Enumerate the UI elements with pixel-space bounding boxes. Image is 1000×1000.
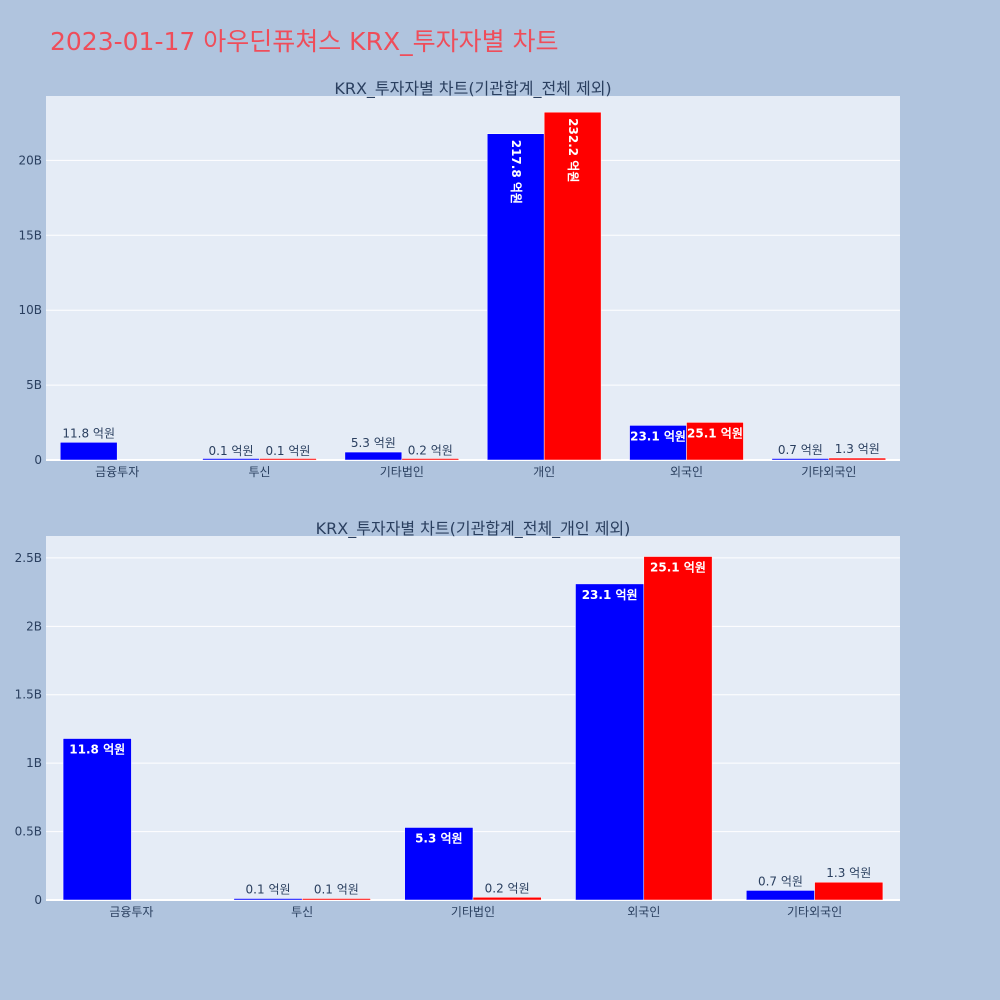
y-tick-label: 0.5B <box>15 825 42 839</box>
bar-series-b <box>259 458 317 461</box>
bar-series-a <box>404 827 474 901</box>
y-tick-label: 10B <box>18 303 42 317</box>
x-tick-label: 금융투자 <box>95 465 139 479</box>
bar-series-b <box>472 897 542 901</box>
x-tick-label: 금융투자 <box>109 905 153 919</box>
x-tick-label: 개인 <box>533 465 555 479</box>
data-label: 23.1 억원 <box>582 588 638 602</box>
bar-series-a <box>233 898 303 901</box>
y-tick-label: 0 <box>34 893 42 907</box>
data-label: 0.1 억원 <box>314 883 359 897</box>
x-tick-label: 기타외국인 <box>787 905 842 919</box>
plot-area <box>46 96 900 460</box>
y-tick-label: 20B <box>18 153 42 167</box>
y-tick-label: 2B <box>26 619 42 633</box>
data-label: 1.3 억원 <box>835 442 880 456</box>
data-label: 217.8 억원 <box>509 140 523 204</box>
bar-series-b <box>814 881 884 901</box>
page-title: 2023-01-17 아우딘퓨쳐스 KRX_투자자별 차트 <box>50 27 559 56</box>
data-label: 0.1 억원 <box>209 444 254 458</box>
data-label: 11.8 억원 <box>62 426 115 440</box>
bar-series-a <box>59 442 118 461</box>
data-label: 0.2 억원 <box>485 881 530 895</box>
x-tick-label: 기타법인 <box>451 905 495 919</box>
data-label: 5.3 억원 <box>415 831 463 845</box>
y-tick-label: 1B <box>26 756 42 770</box>
data-label: 5.3 억원 <box>351 436 396 450</box>
data-label: 232.2 억원 <box>566 118 580 182</box>
data-label: 0.7 억원 <box>778 443 823 457</box>
data-label: 23.1 억원 <box>630 429 686 443</box>
x-tick-label: 투신 <box>248 465 270 479</box>
chart-investor-excl-individual: 0 0.5B 1B 1.5B 2B 2.5B KRX_투자자별 차트(기관합계_전체_개인 … <box>15 519 900 919</box>
bar-series-a <box>202 458 260 461</box>
data-label: 25.1 억원 <box>687 426 743 440</box>
y-tick-label: 15B <box>18 228 42 242</box>
x-tick-label: 기타법인 <box>380 465 424 479</box>
bar-series-b <box>401 458 460 461</box>
y-tick-label: 1.5B <box>15 688 42 702</box>
bar-series-b <box>301 898 371 901</box>
bar-series-b <box>643 556 713 901</box>
bar-series-b <box>828 457 887 461</box>
bar-series-a <box>771 458 830 461</box>
bar-series-b <box>543 111 602 461</box>
x-tick-label: 기타외국인 <box>801 465 856 479</box>
chart-title: KRX_투자자별 차트(기관합계_전체 제외) <box>334 79 611 99</box>
chart-title: KRX_투자자별 차트(기관합계_전체_개인 제외) <box>316 519 631 539</box>
chart-investor-all: 0 5B 10B 15B 20B KRX_투자자별 차트(기관합계_전체 제외) 금융투자 1… <box>18 79 900 479</box>
data-label: 0.1 억원 <box>246 883 291 897</box>
bar-series-a <box>629 425 687 461</box>
data-label: 11.8 억원 <box>69 743 125 757</box>
x-tick-label: 외국인 <box>627 905 660 919</box>
bar-series-a <box>62 738 132 901</box>
data-label: 25.1 억원 <box>650 561 706 575</box>
x-tick-label: 투신 <box>291 905 313 919</box>
y-tick-label: 0 <box>34 453 42 467</box>
bar-series-a <box>486 133 545 461</box>
y-tick-label: 2.5B <box>15 551 42 565</box>
bar-series-a <box>746 890 815 901</box>
x-tick-label: 외국인 <box>670 465 703 479</box>
bar-series-a <box>575 583 645 901</box>
bar-series-b <box>686 422 744 461</box>
data-label: 0.2 억원 <box>408 444 453 458</box>
bar-series-a <box>344 451 403 461</box>
data-label: 0.1 억원 <box>265 444 310 458</box>
data-label: 1.3 억원 <box>826 866 871 880</box>
y-tick-label: 5B <box>26 378 42 392</box>
data-label: 0.7 억원 <box>758 874 803 888</box>
